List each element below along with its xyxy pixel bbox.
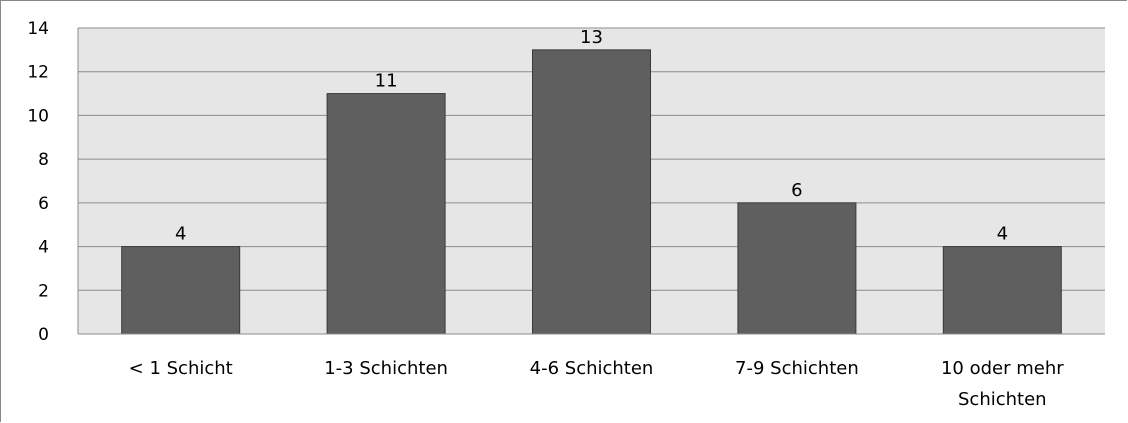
y-tick-label-10: 10 — [27, 106, 49, 126]
data-label-4: 6 — [791, 180, 802, 201]
x-category-label-3: 4-6 Schichten — [530, 358, 654, 379]
y-tick-label-14: 14 — [27, 19, 49, 39]
bar-1 — [121, 246, 241, 335]
y-tick-label-12: 12 — [27, 63, 49, 83]
y-tick-label-4: 4 — [38, 238, 49, 258]
bar-4 — [737, 202, 857, 335]
data-label-2: 11 — [375, 71, 398, 92]
y-tick-label-8: 8 — [38, 150, 49, 170]
y-tick-label-0: 0 — [38, 325, 49, 345]
x-category-label-4: 7-9 Schichten — [735, 358, 859, 379]
x-category-label-5-line-2: Schichten — [958, 389, 1047, 410]
y-tick-label-6: 6 — [38, 194, 49, 214]
bar-3 — [532, 49, 651, 335]
x-category-label-2: 1-3 Schichten — [324, 358, 448, 379]
bar-5 — [942, 246, 1062, 335]
bar-2 — [326, 93, 446, 335]
y-tick-label-2: 2 — [38, 281, 49, 301]
data-label-5: 4 — [997, 224, 1008, 245]
data-label-1: 4 — [175, 224, 186, 245]
x-category-label-1: < 1 Schicht — [129, 358, 233, 379]
x-category-label-5-line-1: 10 oder mehr — [941, 358, 1064, 379]
data-label-3: 13 — [580, 27, 603, 48]
